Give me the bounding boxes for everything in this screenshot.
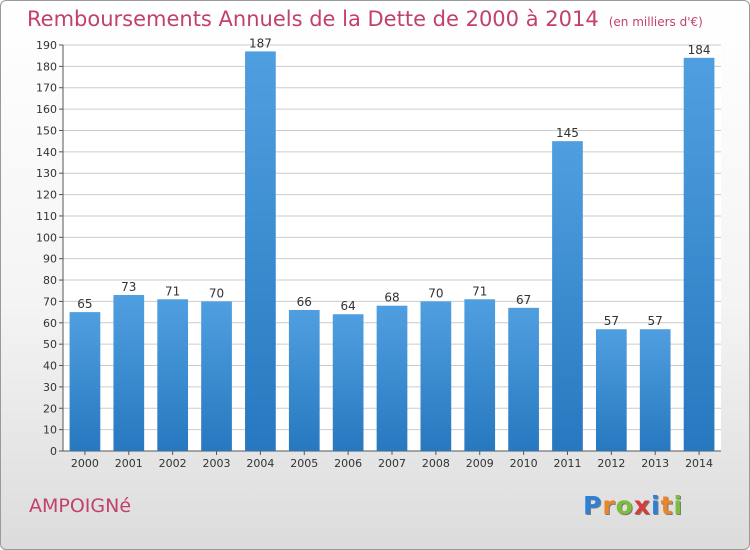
x-tick-label: 2002 [159, 457, 187, 470]
chart-title: Remboursements Annuels de la Dette de 20… [27, 7, 703, 31]
x-tick-label: 2001 [115, 457, 143, 470]
logo-letter: t [660, 491, 674, 520]
y-tick-label: 120 [36, 189, 57, 202]
bar [69, 312, 101, 451]
logo-letter: o [615, 491, 634, 520]
x-tick-label: 2010 [510, 457, 538, 470]
y-tick-label: 20 [43, 402, 57, 415]
x-tick-label: 2014 [685, 457, 713, 470]
y-tick-label: 40 [43, 360, 57, 373]
y-tick-label: 0 [50, 445, 57, 458]
y-tick-label: 160 [36, 103, 57, 116]
bar [595, 329, 627, 451]
y-tick-label: 10 [43, 424, 57, 437]
bar [552, 141, 583, 451]
commune-name: AMPOIGNé [29, 495, 132, 517]
bar [332, 314, 364, 451]
y-tick-label: 50 [43, 338, 57, 351]
x-tick-label: 2007 [378, 457, 406, 470]
bar-value-label: 145 [556, 126, 579, 140]
bar-value-label: 68 [384, 291, 399, 305]
x-tick-label: 2003 [203, 457, 231, 470]
bar-value-label: 70 [209, 286, 224, 300]
x-tick-label: 2013 [641, 457, 669, 470]
y-tick-label: 80 [43, 274, 57, 287]
bar-value-label: 71 [165, 284, 180, 298]
y-tick-label: 140 [36, 146, 57, 159]
logo-letter: x [633, 491, 651, 520]
bar-value-label: 65 [77, 297, 92, 311]
bar [113, 295, 145, 451]
y-tick-label: 180 [36, 60, 57, 73]
bar-value-label: 64 [340, 299, 355, 313]
bar-value-label: 71 [472, 284, 487, 298]
bar-value-label: 67 [516, 293, 531, 307]
bar [288, 309, 320, 451]
y-tick-label: 190 [36, 39, 57, 52]
bar-value-label: 66 [297, 295, 312, 309]
bar [683, 57, 715, 452]
y-tick-label: 100 [36, 231, 57, 244]
logo-letter: P [583, 491, 603, 520]
x-tick-label: 2011 [553, 457, 581, 470]
bar-value-label: 184 [688, 43, 711, 57]
bar-value-label: 70 [428, 286, 443, 300]
y-tick-label: 110 [36, 210, 57, 223]
logo-letter: i [651, 491, 661, 520]
bar [420, 301, 452, 451]
logo-letter: r [602, 491, 616, 520]
bar [376, 305, 408, 451]
y-tick-label: 70 [43, 295, 57, 308]
y-tick-label: 90 [43, 253, 57, 266]
bar-value-label: 73 [121, 280, 136, 294]
bar [508, 307, 539, 451]
x-tick-label: 2005 [290, 457, 318, 470]
x-tick-label: 2006 [334, 457, 362, 470]
x-tick-label: 2004 [246, 457, 274, 470]
bar [157, 299, 189, 451]
y-tick-label: 130 [36, 167, 57, 180]
chart-title-text: Remboursements Annuels de la Dette de 20… [27, 7, 599, 31]
bar [639, 329, 671, 451]
y-tick-label: 60 [43, 317, 57, 330]
y-tick-label: 150 [36, 124, 57, 137]
proxiti-logo: Proxiti [583, 491, 683, 520]
x-tick-label: 2009 [466, 457, 494, 470]
bar-value-label: 57 [648, 314, 663, 328]
y-tick-label: 170 [36, 82, 57, 95]
bar-value-label: 57 [604, 314, 619, 328]
x-tick-label: 2008 [422, 457, 450, 470]
bar [245, 51, 276, 452]
logo-letter: i [673, 491, 684, 520]
bar [201, 301, 232, 451]
chart-subtitle: (en milliers d'€) [608, 15, 703, 29]
bar [464, 299, 496, 451]
y-tick-label: 30 [43, 381, 57, 394]
x-tick-label: 2012 [597, 457, 625, 470]
x-tick-label: 2000 [71, 457, 99, 470]
bar-value-label: 187 [249, 36, 272, 50]
